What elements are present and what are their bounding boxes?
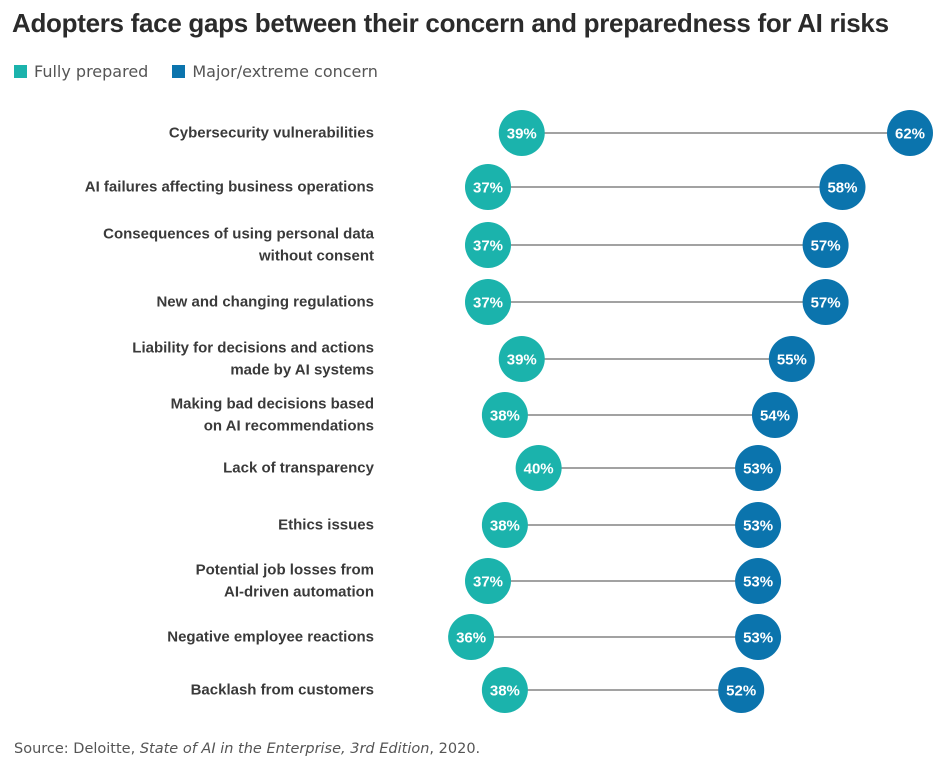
major-concern-dot <box>802 279 849 325</box>
fully-prepared-dot <box>465 558 511 604</box>
category-label: AI failures affecting business operation… <box>85 179 374 196</box>
major-concern-dot <box>768 336 815 382</box>
fully-prepared-value-label: 38% <box>490 408 520 425</box>
fully-prepared-value-label: 37% <box>473 295 503 312</box>
major-concern-dot <box>819 164 866 210</box>
major-concern-value-label: 52% <box>726 683 756 700</box>
source-publication: State of AI in the Enterprise, 3rd Editi… <box>139 741 430 757</box>
fully-prepared-dot <box>481 667 528 713</box>
legend: Fully prepared Major/extreme concern <box>14 62 402 81</box>
category-label: on AI recommendations <box>204 418 374 435</box>
fully-prepared-dot <box>515 445 562 491</box>
category-label: Backlash from customers <box>191 682 374 699</box>
major-concern-value-label: 54% <box>760 408 790 425</box>
fully-prepared-dot <box>481 502 528 548</box>
major-concern-dot <box>718 667 765 713</box>
major-concern-dot <box>735 614 782 660</box>
fully-prepared-value-label: 37% <box>473 180 503 197</box>
category-label: Lack of transparency <box>223 460 375 477</box>
major-concern-value-label: 55% <box>777 352 807 369</box>
category-label: Negative employee reactions <box>167 629 374 646</box>
category-label: Liability for decisions and actions <box>132 340 374 357</box>
major-concern-dot <box>735 445 782 491</box>
legend-item-major-concern: Major/extreme concern <box>172 62 378 81</box>
category-label: Cybersecurity vulnerabilities <box>169 125 374 142</box>
major-concern-value-label: 53% <box>743 630 773 647</box>
major-concern-value-label: 57% <box>811 295 841 312</box>
fully-prepared-dot <box>498 336 545 382</box>
major-concern-dot <box>751 392 798 438</box>
fully-prepared-value-label: 39% <box>507 352 537 369</box>
major-concern-value-label: 53% <box>743 574 773 591</box>
fully-prepared-value-label: 37% <box>473 238 503 255</box>
category-label: New and changing regulations <box>156 294 374 311</box>
major-concern-value-label: 62% <box>895 126 925 143</box>
major-concern-dot <box>802 222 849 268</box>
category-label: Ethics issues <box>278 517 374 534</box>
major-concern-value-label: 57% <box>811 238 841 255</box>
major-concern-value-label: 53% <box>743 461 773 478</box>
fully-prepared-value-label: 40% <box>524 461 554 478</box>
source-note: Source: Deloitte, State of AI in the Ent… <box>14 741 480 757</box>
major-concern-dot <box>887 110 933 156</box>
chart-title: Adopters face gaps between their concern… <box>12 8 889 38</box>
fully-prepared-dot <box>498 110 545 156</box>
major-concern-dot <box>735 558 782 604</box>
source-prefix: Source: Deloitte, <box>14 741 136 757</box>
fully-prepared-dot <box>481 392 528 438</box>
fully-prepared-dot <box>465 222 511 268</box>
fully-prepared-dot <box>465 279 511 325</box>
category-label: AI-driven automation <box>224 584 374 601</box>
legend-label-major-concern: Major/extreme concern <box>192 62 378 81</box>
category-label: made by AI systems <box>230 362 374 379</box>
legend-label-fully-prepared: Fully prepared <box>34 62 149 81</box>
legend-item-fully-prepared: Fully prepared <box>14 62 148 81</box>
category-label: Making bad decisions based <box>171 396 374 413</box>
fully-prepared-value-label: 36% <box>456 630 486 647</box>
legend-swatch-fully-prepared <box>14 65 27 78</box>
category-label: Consequences of using personal data <box>103 226 375 243</box>
fully-prepared-value-label: 39% <box>507 126 537 143</box>
fully-prepared-dot <box>448 614 495 660</box>
category-label: Potential job losses from <box>196 562 374 579</box>
fully-prepared-dot <box>465 164 511 210</box>
source-suffix: , 2020. <box>429 741 481 757</box>
major-concern-dot <box>735 502 782 548</box>
fully-prepared-value-label: 38% <box>490 683 520 700</box>
major-concern-value-label: 53% <box>743 518 773 535</box>
fully-prepared-value-label: 38% <box>490 518 520 535</box>
category-label: without consent <box>258 248 374 265</box>
major-concern-value-label: 58% <box>827 180 857 197</box>
fully-prepared-value-label: 37% <box>473 574 503 591</box>
legend-swatch-major-concern <box>172 65 186 78</box>
